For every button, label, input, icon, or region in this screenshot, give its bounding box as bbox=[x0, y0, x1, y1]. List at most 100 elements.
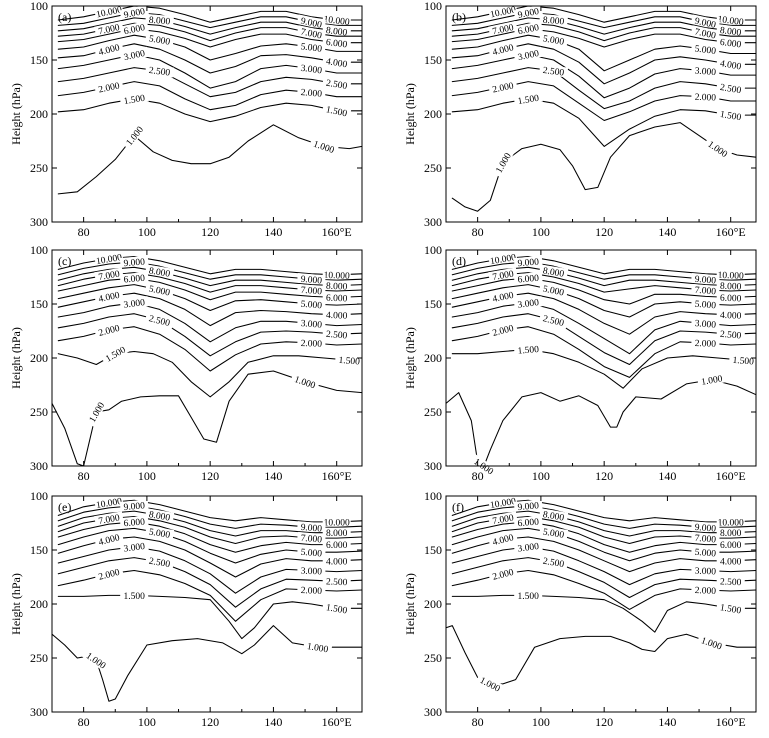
panel-label: (e) bbox=[58, 500, 71, 514]
contour-label-bg bbox=[144, 525, 175, 540]
contour-label-bg bbox=[297, 317, 326, 330]
contour-line-b-1.500 bbox=[451, 98, 757, 147]
contour-label-e-6.000-1: 6.000 bbox=[326, 541, 348, 551]
y-tick-label: 300 bbox=[424, 459, 442, 473]
contour-label-bg bbox=[297, 584, 326, 596]
x-tick-label: 100 bbox=[532, 715, 550, 729]
contour-label-c-9.000-1: 9.000 bbox=[300, 275, 322, 287]
contour-line-d-8.000 bbox=[451, 266, 757, 287]
contour-label-b-7.000-0: 7.000 bbox=[492, 23, 515, 37]
contour-label-bg bbox=[716, 309, 745, 321]
contour-label-bg bbox=[119, 499, 149, 512]
y-tick-label: 150 bbox=[424, 543, 442, 557]
x-tick-label: 120 bbox=[201, 225, 219, 239]
contour-label-bg bbox=[309, 137, 339, 156]
contour-label-bg bbox=[322, 13, 352, 27]
y-tick-label: 300 bbox=[30, 705, 48, 719]
contour-label-a-1.500-1: 1.500 bbox=[325, 105, 348, 119]
contour-label-f-2.500-0: 2.500 bbox=[542, 557, 565, 571]
x-tick-label: 160°E bbox=[322, 225, 352, 239]
x-tick-label: 100 bbox=[138, 469, 156, 483]
contour-label-b-9.000-0: 9.000 bbox=[517, 7, 540, 21]
contour-line-b-2.500 bbox=[451, 67, 757, 110]
y-tick-label: 200 bbox=[424, 107, 442, 121]
contour-label-bg bbox=[716, 80, 746, 96]
y-tick-label: 250 bbox=[424, 161, 442, 175]
y-tick-label: 250 bbox=[424, 651, 442, 665]
contour-label-e-5.000-1: 5.000 bbox=[300, 548, 322, 560]
contour-label-bg bbox=[94, 20, 124, 37]
contour-label-a-3.000-1: 3.000 bbox=[300, 64, 323, 77]
contour-label-c-1.500-1: 1.500 bbox=[338, 356, 360, 368]
contour-label-bg bbox=[322, 54, 352, 70]
contour-label-bg bbox=[716, 13, 746, 27]
contour-label-f-7.000-1: 7.000 bbox=[694, 534, 716, 546]
contour-label-c-2.000-0: 2.000 bbox=[98, 324, 121, 339]
contour-label-bg bbox=[296, 40, 326, 54]
contour-label-d-9.000-1: 9.000 bbox=[694, 275, 716, 287]
contour-line-e-1.500 bbox=[57, 594, 363, 640]
contour-label-f-6.000-1: 6.000 bbox=[720, 541, 742, 551]
y-tick-label: 250 bbox=[30, 405, 48, 419]
panel-label: (b) bbox=[452, 10, 466, 24]
contour-label-f-1.000-0: 1.000 bbox=[478, 676, 502, 695]
contour-label-bg bbox=[290, 372, 320, 392]
contour-label-bg bbox=[322, 516, 351, 527]
contour-label-bg bbox=[513, 4, 543, 21]
contour-label-bg bbox=[691, 297, 720, 311]
y-axis-label: Height (hPa) bbox=[9, 573, 23, 635]
contour-label-b-3.000-1: 3.000 bbox=[694, 66, 716, 78]
contour-label-f-4.000-1: 4.000 bbox=[720, 557, 742, 567]
contour-label-e-3.000-1: 3.000 bbox=[300, 567, 322, 578]
contour-label-bg bbox=[716, 35, 746, 50]
x-tick-label: 140 bbox=[264, 225, 282, 239]
contour-label-bg bbox=[488, 267, 518, 283]
contour-label-bg bbox=[691, 546, 720, 559]
contour-label-b-8.000-0: 8.000 bbox=[542, 16, 564, 28]
contour-line-e-6.000 bbox=[57, 521, 363, 553]
y-tick-label: 150 bbox=[30, 297, 48, 311]
panel-label: (a) bbox=[58, 10, 71, 24]
contour-label-bg bbox=[322, 76, 352, 92]
contour-label-d-1.500-1: 1.500 bbox=[732, 356, 754, 368]
contour-line-c-2.500 bbox=[57, 313, 363, 357]
contour-label-bg bbox=[513, 499, 543, 512]
y-tick-label: 300 bbox=[424, 705, 442, 719]
contour-label-e-2.500-0: 2.500 bbox=[148, 557, 171, 571]
contour-label-c-3.000-0: 3.000 bbox=[123, 298, 146, 311]
contour-label-f-3.000-0: 3.000 bbox=[517, 542, 540, 555]
contour-label-bg bbox=[716, 527, 745, 538]
contour-label-bg bbox=[716, 516, 745, 527]
contour-label-a-5.000-1: 5.000 bbox=[300, 42, 323, 55]
contour-label-bg bbox=[703, 136, 733, 161]
y-tick-label: 150 bbox=[424, 297, 442, 311]
contour-line-b-1.000 bbox=[451, 122, 757, 212]
contour-label-bg bbox=[144, 554, 175, 570]
y-tick-label: 150 bbox=[30, 53, 48, 67]
x-tick-label: 160°E bbox=[716, 469, 746, 483]
contour-label-b-4.000-0: 4.000 bbox=[492, 43, 515, 58]
contour-label-a-7.000-0: 7.000 bbox=[98, 23, 121, 37]
contour-label-b-2.500-1: 2.500 bbox=[719, 83, 742, 97]
contour-label-bg bbox=[538, 554, 569, 570]
contour-label-f-1.500-0: 1.500 bbox=[518, 592, 540, 602]
contour-line-e-2.500 bbox=[57, 557, 363, 608]
contour-label-a-5.000-0: 5.000 bbox=[148, 34, 171, 48]
contour-label-bg bbox=[488, 3, 518, 20]
contour-label-a-2.500-1: 2.500 bbox=[325, 79, 348, 93]
contour-label-bg bbox=[119, 20, 149, 37]
contour-label-bg bbox=[691, 91, 720, 103]
y-tick-label: 100 bbox=[30, 0, 48, 13]
contour-label-bg bbox=[513, 20, 543, 37]
contour-label-bg bbox=[488, 40, 518, 58]
y-tick-label: 250 bbox=[30, 651, 48, 665]
contour-label-bg bbox=[691, 64, 720, 77]
contour-label-bg bbox=[491, 147, 515, 178]
x-tick-label: 160°E bbox=[716, 225, 746, 239]
contour-label-bg bbox=[514, 590, 543, 601]
contour-label-bg bbox=[691, 564, 720, 577]
contour-label-bg bbox=[488, 251, 518, 266]
x-tick-label: 120 bbox=[201, 715, 219, 729]
contour-label-e-5.000-0: 5.000 bbox=[148, 527, 171, 541]
panel-label: (c) bbox=[58, 254, 71, 268]
